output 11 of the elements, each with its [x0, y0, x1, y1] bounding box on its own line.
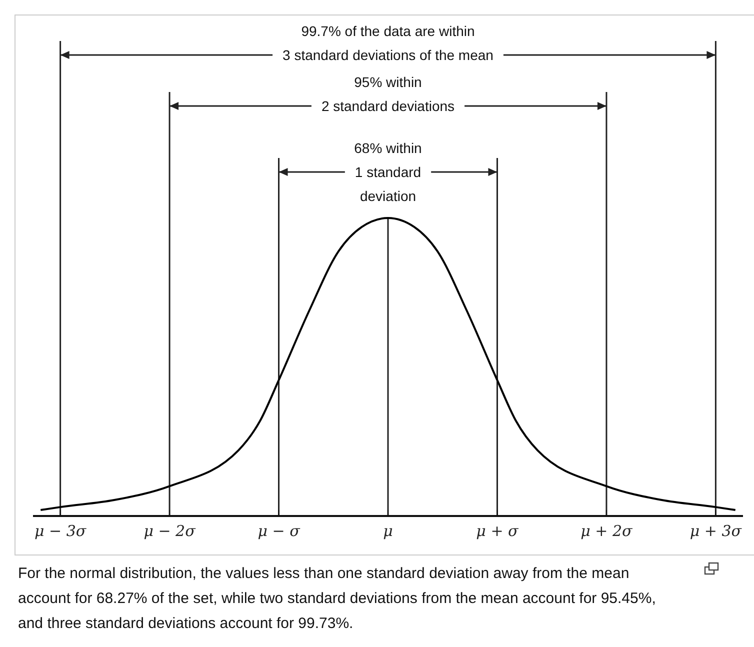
- x-tick-label: μ + 2σ: [580, 522, 634, 540]
- text: 68% within 1 standard deviation: [354, 140, 422, 204]
- x-tick-label: μ − 3σ: [34, 522, 87, 540]
- text: 99.7% of the data are within 3 standard deviations of the mean: [282, 22, 494, 63]
- x-tick-label: μ: [383, 522, 393, 540]
- x-tick-label: μ − σ: [258, 522, 301, 540]
- x-tick-label: μ − 2σ: [144, 522, 196, 540]
- x-tick-label: μ + σ: [476, 522, 520, 540]
- text: 95% within 2 standard deviations: [321, 74, 455, 114]
- text: For the normal distribution, the values less than one standard deviation away from the mean account for 68.27% of the set, while two standard deviations from the mean account for 95.45%, and three standard deviations account for 99.73%.: [18, 565, 656, 632]
- x-tick-label: μ + 3σ: [690, 522, 742, 540]
